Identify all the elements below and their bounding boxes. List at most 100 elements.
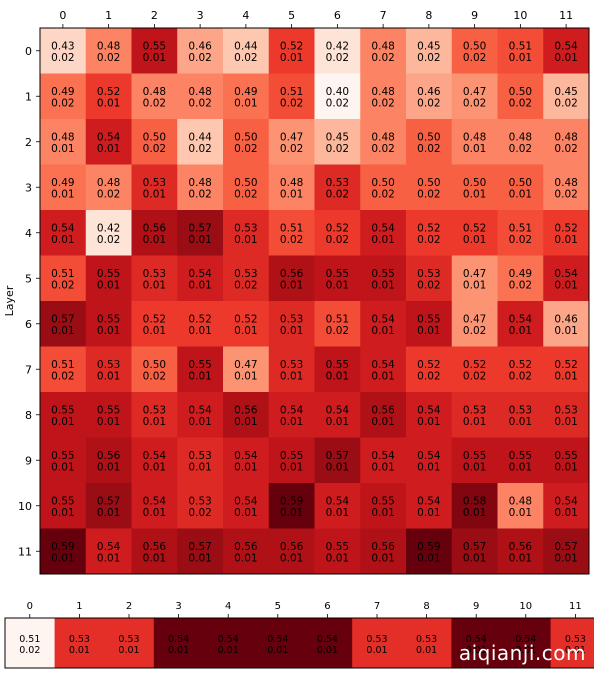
cell-std-label: 0.02 (371, 143, 394, 155)
heatmap-cell (131, 164, 178, 211)
heatmap-cell (40, 346, 87, 393)
cell-std-label: 0.01 (97, 143, 120, 155)
cell-std-label: 0.01 (326, 279, 349, 291)
heatmap-cell (543, 73, 590, 120)
heatmap-cell (268, 164, 315, 211)
x-tick-label: 10 (513, 9, 527, 22)
cell-mean-label: 0.48 (371, 131, 394, 143)
cell-mean-label: 0.54 (234, 495, 258, 507)
cell-std-label: 0.02 (51, 279, 74, 291)
heatmap-cell (360, 392, 407, 438)
heatmap-cell (268, 528, 315, 575)
cell-mean-label: 0.50 (143, 359, 166, 371)
cell-mean-label: 0.59 (280, 495, 303, 507)
heatmap-cell (497, 301, 544, 347)
cell-mean-label: 0.50 (463, 40, 486, 52)
heatmap-cell (268, 73, 315, 120)
cell-mean-label: 0.51 (326, 313, 349, 325)
heatmap-cell (406, 301, 453, 347)
cell-std-label: 0.02 (371, 188, 394, 200)
cell-std-label: 0.01 (51, 552, 74, 564)
heatmap-cell (131, 437, 178, 484)
cell-std-label: 0.02 (188, 97, 211, 109)
heatmap-cell (85, 119, 132, 165)
cell-mean-label: 0.55 (509, 450, 532, 462)
cell-std-label: 0.01 (51, 325, 74, 337)
heatmap-cell (223, 119, 270, 165)
cell-std-label: 0.01 (509, 416, 532, 428)
cell-mean-label: 0.47 (463, 268, 486, 280)
cell-mean-label: 0.47 (280, 131, 303, 143)
y-tick-label: 9 (25, 454, 32, 467)
heatmap-cell (406, 255, 453, 302)
cell-std-label: 0.02 (188, 188, 211, 200)
heatmap-cell (177, 346, 224, 393)
cell-std-label: 0.02 (463, 325, 486, 337)
strip-x-tick-label: 9 (473, 601, 479, 612)
cell-std-label: 0.01 (234, 234, 257, 246)
cell-mean-label: 0.50 (417, 131, 440, 143)
cell-mean-label: 0.55 (143, 40, 166, 52)
x-tick-label: 8 (425, 9, 432, 22)
heatmap-cell (85, 346, 132, 393)
cell-mean-label: 0.56 (371, 404, 395, 416)
x-tick-label: 7 (380, 9, 387, 22)
heatmap-cell (314, 528, 361, 575)
cell-std-label: 0.01 (554, 552, 577, 564)
strip-x-tick-label: 7 (374, 601, 380, 612)
strip-cell (451, 618, 502, 668)
heatmap-cell (268, 392, 315, 438)
cell-mean-label: 0.55 (51, 404, 74, 416)
cell-mean-label: 0.54 (371, 313, 395, 325)
heatmap-cell (85, 73, 132, 120)
cell-mean-label: 0.54 (326, 404, 350, 416)
cell-mean-label: 0.44 (234, 40, 258, 52)
heatmap-cell (451, 301, 498, 347)
cell-std-label: 0.01 (326, 370, 349, 382)
heatmap-cell (177, 255, 224, 302)
heatmap-cell (360, 483, 407, 529)
heatmap-cell (85, 164, 132, 211)
heatmap-cell (131, 301, 178, 347)
cell-std-label: 0.01 (554, 507, 577, 519)
cell-mean-label: 0.50 (417, 177, 440, 189)
x-tick-label: 6 (334, 9, 341, 22)
strip-x-tick-label: 0 (27, 601, 33, 612)
heatmap-cell (360, 164, 407, 211)
strip-std-label: 0.01 (515, 645, 536, 656)
heatmap-cell (360, 119, 407, 165)
cell-std-label: 0.01 (554, 325, 577, 337)
heatmap-cell (314, 28, 361, 74)
heatmap-cell (177, 483, 224, 529)
cell-std-label: 0.01 (234, 370, 257, 382)
strip-cell (203, 618, 254, 668)
heatmap-cell (268, 483, 315, 529)
cell-mean-label: 0.54 (234, 450, 258, 462)
cell-std-label: 0.01 (326, 461, 349, 473)
cell-std-label: 0.02 (280, 234, 303, 246)
cell-mean-label: 0.53 (188, 450, 211, 462)
cell-mean-label: 0.57 (97, 495, 120, 507)
heatmap-cell (360, 210, 407, 256)
heatmap-cell (406, 210, 453, 256)
cell-mean-label: 0.50 (463, 177, 486, 189)
strip-frame (4, 617, 594, 669)
cell-std-label: 0.02 (509, 234, 532, 246)
cell-std-label: 0.01 (143, 279, 166, 291)
cell-std-label: 0.01 (51, 461, 74, 473)
heatmap-cell (314, 301, 361, 347)
cell-mean-label: 0.57 (188, 222, 211, 234)
heatmap-cell (360, 528, 407, 575)
cell-mean-label: 0.45 (417, 40, 440, 52)
cell-mean-label: 0.52 (143, 313, 166, 325)
strip-x-tick-label: 6 (324, 601, 330, 612)
cell-std-label: 0.02 (326, 97, 349, 109)
cell-std-label: 0.02 (371, 52, 394, 64)
y-tick-label: 2 (25, 136, 32, 149)
cell-std-label: 0.01 (463, 279, 486, 291)
cell-std-label: 0.02 (509, 279, 532, 291)
cell-std-label: 0.01 (188, 461, 211, 473)
heatmap-cell (177, 28, 224, 74)
strip-mean-label: 0.51 (19, 634, 40, 645)
heatmap-cell (40, 210, 87, 256)
